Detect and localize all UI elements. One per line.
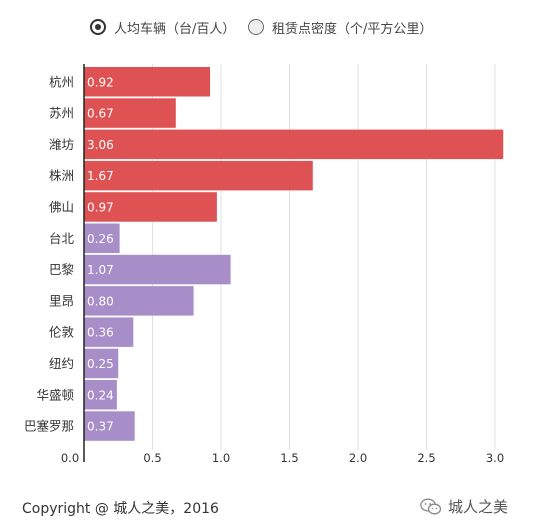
- x-tick-label: 0.5: [143, 451, 161, 465]
- category-label: 巴塞罗那: [24, 419, 74, 434]
- bar: [84, 98, 176, 128]
- category-label: 苏州: [49, 106, 74, 121]
- watermark: 城人之美: [420, 496, 508, 517]
- bar: [84, 348, 119, 379]
- data-label: 0.36: [87, 326, 114, 340]
- category-label: 佛山: [49, 199, 74, 214]
- bar: [84, 192, 217, 222]
- x-tick-label: 1.0: [212, 451, 230, 465]
- legend-label: 租赁点密度（个/平方公里）: [272, 21, 433, 37]
- data-label: 0.97: [87, 200, 114, 214]
- bar: [84, 160, 313, 191]
- data-label: 0.67: [87, 107, 114, 121]
- bar: [84, 380, 117, 410]
- data-label: 0.26: [87, 232, 114, 246]
- x-tick-label: 2.0: [349, 451, 367, 465]
- watermark-text: 城人之美: [448, 498, 509, 516]
- category-label: 华盛顿: [36, 387, 74, 402]
- category-label: 纽约: [49, 356, 74, 371]
- wechat-icon: [420, 498, 442, 514]
- legend-item-2[interactable]: 租赁点密度（个/平方公里）: [248, 14, 432, 40]
- x-tick-label: 2.5: [417, 451, 435, 465]
- legend-item-1[interactable]: 人均车辆（台/百人）: [90, 14, 235, 40]
- category-label: 株洲: [49, 168, 74, 183]
- bar: [84, 67, 211, 97]
- legend-label: 人均车辆（台/百人）: [114, 21, 236, 37]
- legend: 人均车辆（台/百人） 租赁点密度（个/平方公里）: [0, 14, 535, 40]
- x-tick-label: 1.5: [280, 451, 298, 465]
- data-label: 0.37: [87, 420, 114, 434]
- data-label: 1.67: [87, 169, 114, 183]
- data-label: 0.25: [87, 357, 114, 371]
- category-label: 杭州: [49, 74, 74, 89]
- data-label: 0.24: [87, 388, 114, 402]
- data-label: 0.80: [87, 294, 114, 308]
- radio-unselected-icon[interactable]: [248, 19, 264, 35]
- bar: [84, 286, 194, 316]
- category-label: 潍坊: [49, 137, 74, 152]
- bar: [84, 411, 135, 441]
- bar: [84, 254, 231, 285]
- category-label: 里昂: [49, 293, 74, 308]
- data-label: 0.92: [87, 75, 114, 89]
- bar: [84, 129, 504, 160]
- category-label: 巴黎: [49, 262, 75, 277]
- copyright-text: Copyright @ 城人之美，2016: [22, 501, 219, 517]
- radio-selected-icon[interactable]: [90, 19, 106, 35]
- x-tick-label: 0.0: [61, 451, 79, 465]
- bar-chart: 0.92 杭州 0.67 苏州 3.06 潍坊 1.67 株洲 0.97 佛山 0.26 台北 1.07…: [24, 64, 504, 465]
- bar: [84, 317, 134, 347]
- category-label: 台北: [49, 231, 75, 246]
- data-label: 1.07: [87, 263, 114, 277]
- data-label: 3.06: [87, 138, 114, 152]
- bar: [84, 223, 120, 253]
- category-label: 伦敦: [49, 325, 75, 340]
- x-tick-label: 3.0: [486, 451, 504, 465]
